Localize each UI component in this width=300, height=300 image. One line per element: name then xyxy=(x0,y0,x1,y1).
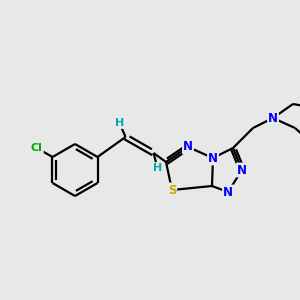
Text: N: N xyxy=(237,164,247,176)
Text: N: N xyxy=(208,152,218,164)
Text: N: N xyxy=(268,112,278,124)
Text: H: H xyxy=(115,118,124,128)
Text: N: N xyxy=(223,185,233,199)
Text: N: N xyxy=(183,140,193,154)
Text: Cl: Cl xyxy=(31,143,43,153)
Text: H: H xyxy=(153,163,162,173)
Text: S: S xyxy=(168,184,176,196)
